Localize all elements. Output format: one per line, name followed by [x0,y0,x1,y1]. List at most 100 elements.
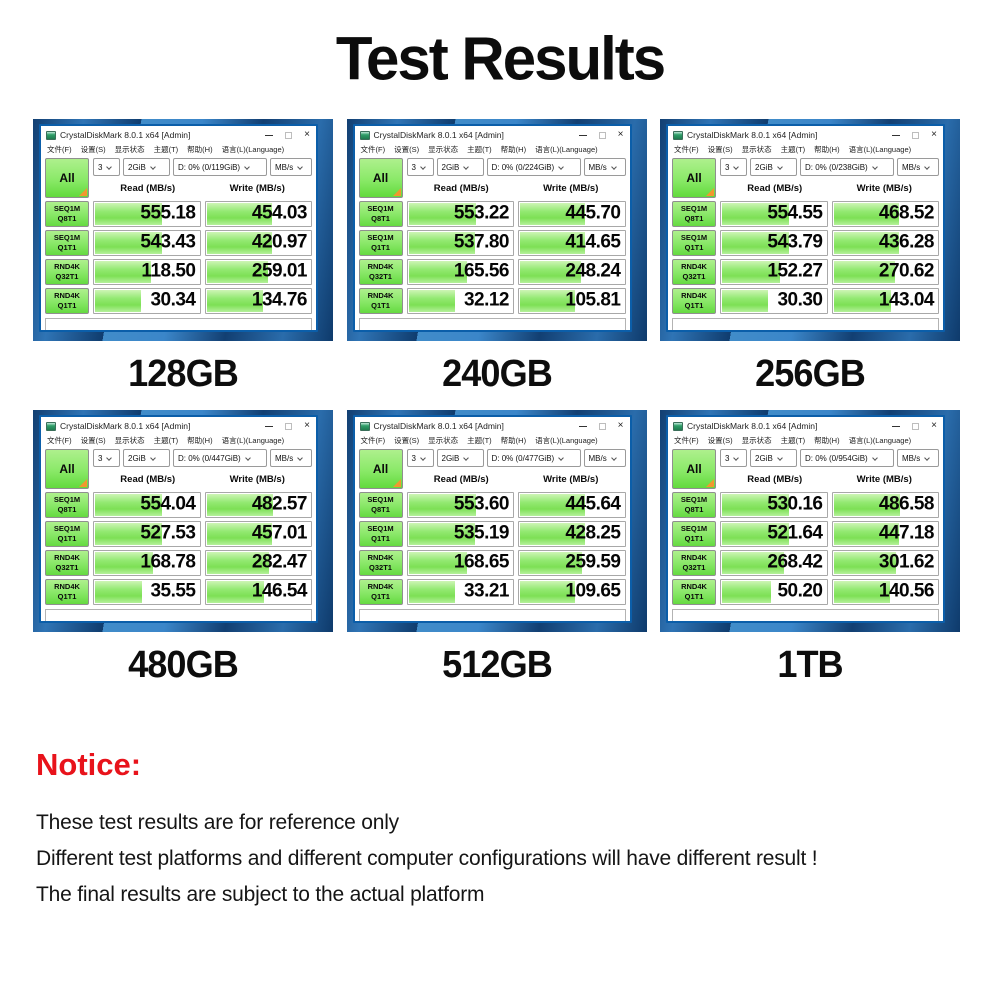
close-icon[interactable]: × [931,420,937,431]
unit-select[interactable]: MB/s [897,449,939,467]
minimize-icon[interactable] [578,425,587,427]
target-drive-select[interactable]: D: 0% (0/119GiB) [173,158,267,176]
maximize-icon[interactable] [598,131,606,139]
run-seq1m-q1t1-button[interactable]: SEQ1M Q1T1 [358,521,403,547]
test-count-select[interactable]: 3 [720,449,747,467]
test-size-select[interactable]: 2GiB [750,449,797,467]
run-all-tests-button[interactable]: All [45,449,89,489]
run-rnd4k-q1t1-button[interactable]: RND4K Q1T1 [45,579,89,605]
minimize-icon[interactable] [265,134,274,136]
run-rnd4k-q1t1-button[interactable]: RND4K Q1T1 [358,288,403,314]
menu-item-help[interactable]: 帮助(H) [187,145,213,154]
run-rnd4k-q1t1-button[interactable]: RND4K Q1T1 [45,288,89,314]
menu-item-help[interactable]: 帮助(H) [814,436,840,445]
menu-item-theme[interactable]: 主题(T) [780,145,806,154]
run-seq1m-q1t1-button[interactable]: SEQ1M Q1T1 [672,230,716,256]
run-all-tests-button[interactable]: All [45,158,89,198]
unit-select[interactable]: MB/s [270,449,312,467]
target-drive-select[interactable]: D: 0% (0/447GiB) [173,449,267,467]
run-seq1m-q8t1-button[interactable]: SEQ1M Q8T1 [358,201,403,227]
menu-item-language[interactable]: 语言(L)(Language) [221,436,285,445]
run-seq1m-q8t1-button[interactable]: SEQ1M Q8T1 [45,492,89,518]
maximize-icon[interactable] [912,422,920,430]
menu-item-settings[interactable]: 设置(S) [394,436,420,445]
minimize-icon[interactable] [892,425,901,427]
maximize-icon[interactable] [598,422,606,430]
close-icon[interactable]: × [617,420,624,431]
maximize-icon[interactable] [285,131,293,139]
window-titlebar[interactable]: CrystalDiskMark 8.0.1 x64 [Admin] × [668,417,943,434]
menu-item-theme[interactable]: 主题(T) [153,145,179,154]
menu-item-help[interactable]: 帮助(H) [500,436,527,445]
run-seq1m-q1t1-button[interactable]: SEQ1M Q1T1 [45,230,89,256]
menu-item-settings[interactable]: 设置(S) [80,436,106,445]
window-titlebar[interactable]: CrystalDiskMark 8.0.1 x64 [Admin] × [355,417,630,434]
menu-item-help[interactable]: 帮助(H) [814,145,840,154]
menu-item-theme[interactable]: 主题(T) [467,145,492,154]
run-seq1m-q8t1-button[interactable]: SEQ1M Q8T1 [45,201,89,227]
test-count-select[interactable]: 3 [93,158,120,176]
menu-item-file[interactable]: 文件(F) [47,145,72,154]
minimize-icon[interactable] [892,134,901,136]
run-all-tests-button[interactable]: All [672,158,716,198]
run-seq1m-q8t1-button[interactable]: SEQ1M Q8T1 [358,492,403,518]
test-size-select[interactable]: 2GiB [123,158,170,176]
menu-item-theme[interactable]: 主题(T) [780,436,806,445]
test-count-select[interactable]: 3 [93,449,120,467]
menu-item-language[interactable]: 语言(L)(Language) [535,436,598,445]
run-seq1m-q1t1-button[interactable]: SEQ1M Q1T1 [45,521,89,547]
maximize-icon[interactable] [912,131,920,139]
target-drive-select[interactable]: D: 0% (0/224GiB) [486,158,581,176]
minimize-icon[interactable] [265,425,274,427]
menu-item-view-status[interactable]: 显示状态 [741,145,772,154]
menu-item-language[interactable]: 语言(L)(Language) [221,145,285,154]
test-size-select[interactable]: 2GiB [436,449,484,467]
menu-item-theme[interactable]: 主题(T) [153,436,179,445]
unit-select[interactable]: MB/s [583,158,626,176]
run-rnd4k-q32t1-button[interactable]: RND4K Q32T1 [45,550,89,576]
menu-item-file[interactable]: 文件(F) [674,436,699,445]
unit-select[interactable]: MB/s [583,449,626,467]
menu-item-language[interactable]: 语言(L)(Language) [848,436,912,445]
menu-item-settings[interactable]: 设置(S) [80,145,106,154]
run-rnd4k-q32t1-button[interactable]: RND4K Q32T1 [358,550,403,576]
unit-select[interactable]: MB/s [897,158,939,176]
menu-item-language[interactable]: 语言(L)(Language) [848,145,912,154]
target-drive-select[interactable]: D: 0% (0/477GiB) [486,449,581,467]
menu-item-view-status[interactable]: 显示状态 [428,436,459,445]
menu-item-language[interactable]: 语言(L)(Language) [535,145,598,154]
menu-item-file[interactable]: 文件(F) [47,436,72,445]
run-seq1m-q8t1-button[interactable]: SEQ1M Q8T1 [672,201,716,227]
menu-item-file[interactable]: 文件(F) [360,436,386,445]
test-count-select[interactable]: 3 [406,158,434,176]
menu-item-settings[interactable]: 设置(S) [707,436,733,445]
run-all-tests-button[interactable]: All [358,449,403,489]
test-count-select[interactable]: 3 [720,158,747,176]
run-rnd4k-q32t1-button[interactable]: RND4K Q32T1 [672,550,716,576]
run-rnd4k-q32t1-button[interactable]: RND4K Q32T1 [358,259,403,285]
run-rnd4k-q32t1-button[interactable]: RND4K Q32T1 [45,259,89,285]
minimize-icon[interactable] [578,134,587,136]
menu-item-help[interactable]: 帮助(H) [187,436,213,445]
run-seq1m-q8t1-button[interactable]: SEQ1M Q8T1 [672,492,716,518]
close-icon[interactable]: × [304,420,310,431]
window-titlebar[interactable]: CrystalDiskMark 8.0.1 x64 [Admin] × [668,126,943,143]
test-size-select[interactable]: 2GiB [750,158,797,176]
run-rnd4k-q32t1-button[interactable]: RND4K Q32T1 [672,259,716,285]
close-icon[interactable]: × [304,129,310,140]
menu-item-view-status[interactable]: 显示状态 [741,436,772,445]
menu-item-file[interactable]: 文件(F) [674,145,699,154]
run-rnd4k-q1t1-button[interactable]: RND4K Q1T1 [672,288,716,314]
test-count-select[interactable]: 3 [406,449,434,467]
menu-item-view-status[interactable]: 显示状态 [114,436,145,445]
menu-item-file[interactable]: 文件(F) [360,145,386,154]
window-titlebar[interactable]: CrystalDiskMark 8.0.1 x64 [Admin] × [355,126,630,143]
run-seq1m-q1t1-button[interactable]: SEQ1M Q1T1 [358,230,403,256]
menu-item-help[interactable]: 帮助(H) [500,145,527,154]
run-all-tests-button[interactable]: All [358,158,403,198]
test-size-select[interactable]: 2GiB [123,449,170,467]
target-drive-select[interactable]: D: 0% (0/954GiB) [800,449,894,467]
close-icon[interactable]: × [617,129,624,140]
target-drive-select[interactable]: D: 0% (0/238GiB) [800,158,894,176]
unit-select[interactable]: MB/s [270,158,312,176]
